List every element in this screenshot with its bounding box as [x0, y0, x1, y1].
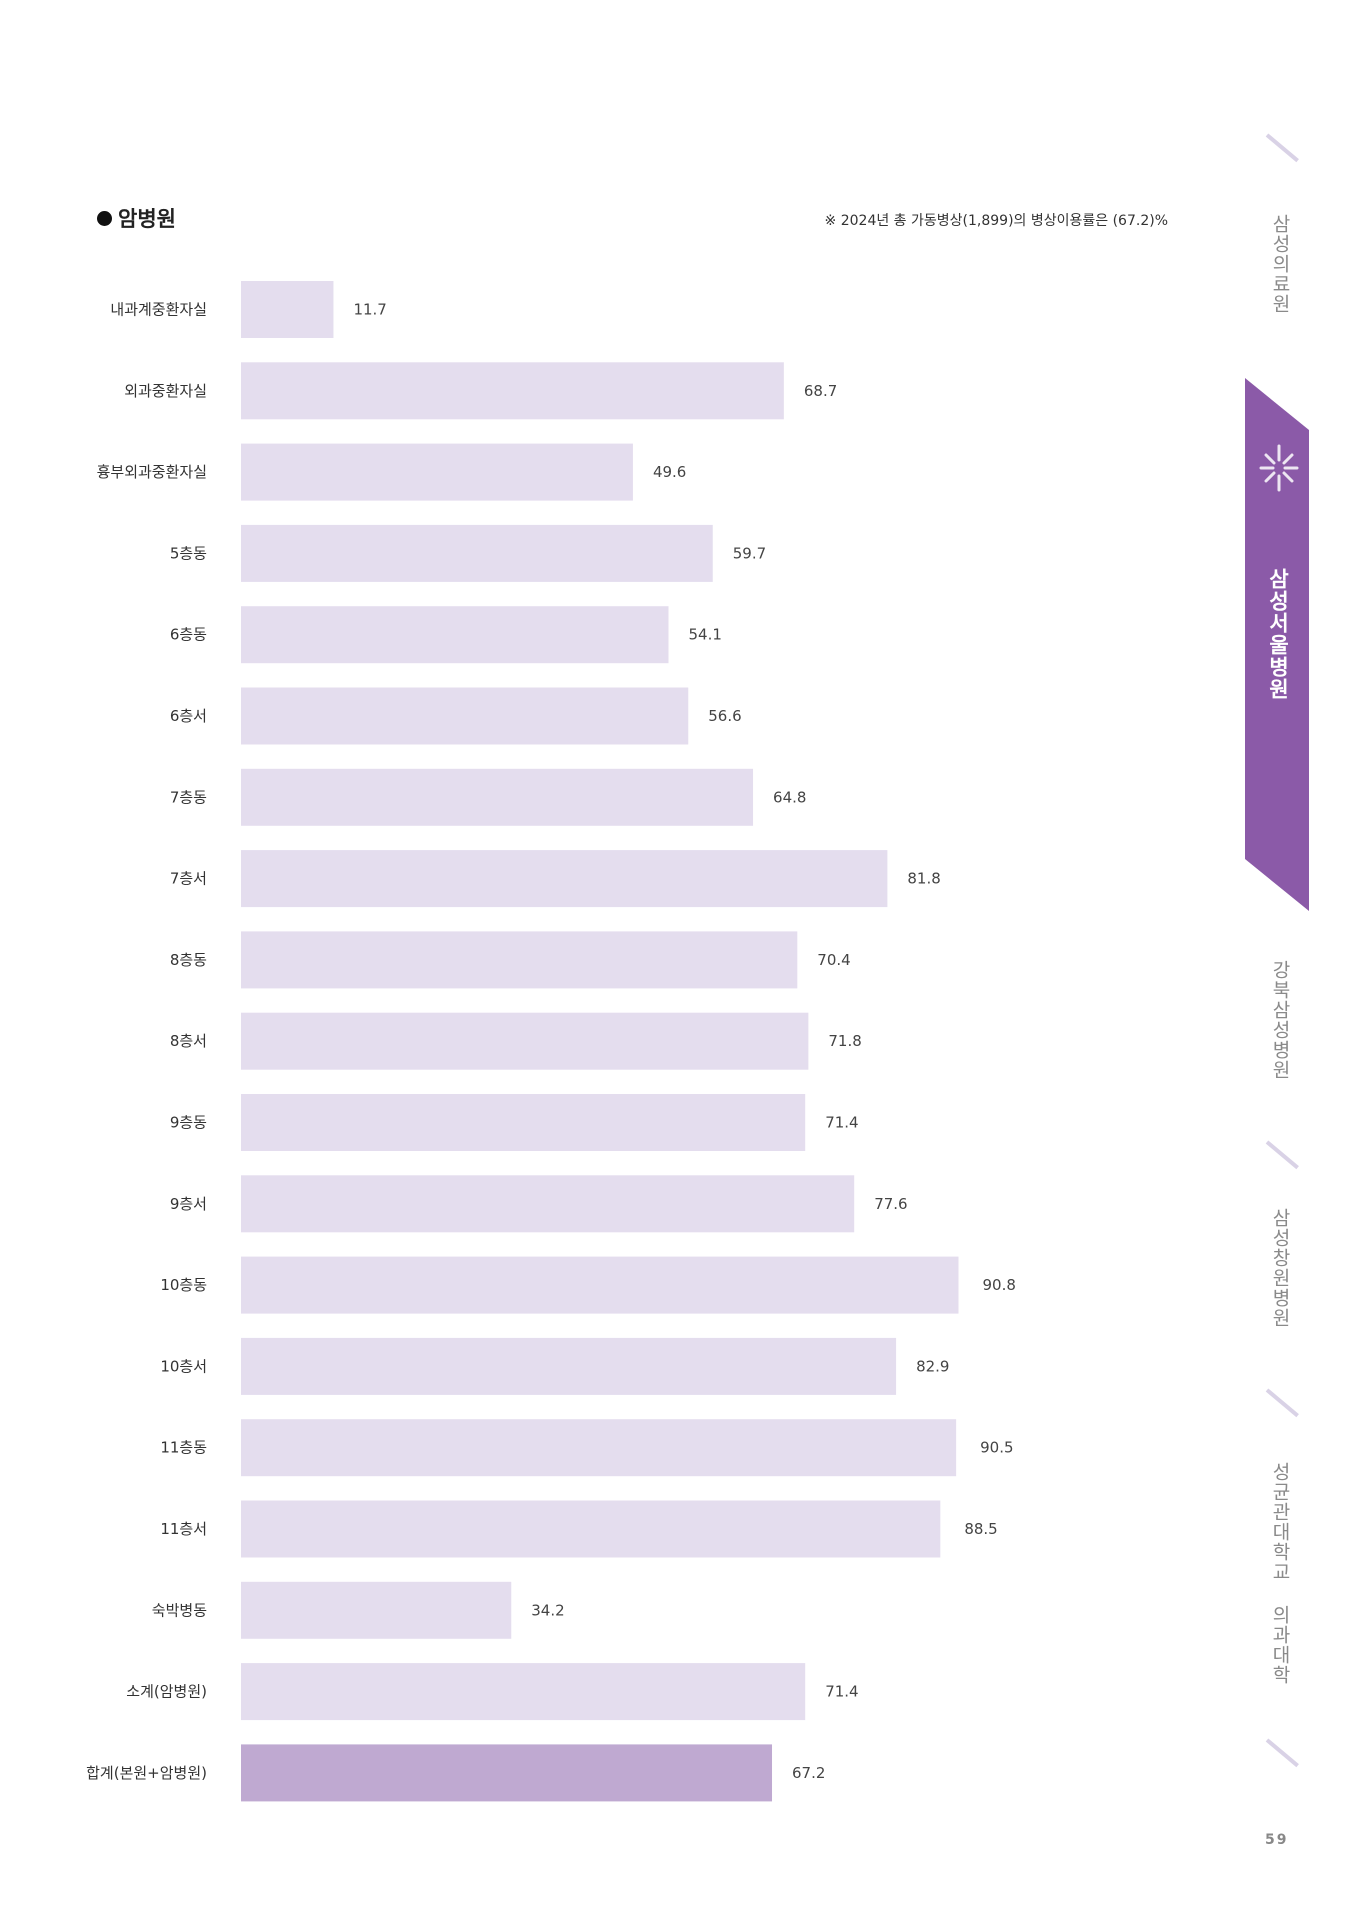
value-label: 90.5: [980, 1439, 1013, 1457]
side-nav-item-samsung-seoul-hospital[interactable]: 삼성서울병원: [1245, 378, 1309, 911]
value-label: 56.6: [708, 707, 741, 725]
category-label: 6층서: [170, 707, 207, 725]
side-nav-item-samsung-changwon[interactable]: 삼성창원병원: [1269, 1208, 1291, 1328]
divider-slash: [1265, 1738, 1299, 1768]
value-label: 11.7: [353, 301, 386, 319]
value-label: 67.2: [792, 1764, 825, 1782]
value-label: 71.8: [828, 1032, 861, 1050]
section-title: 암병원: [97, 203, 176, 233]
bar: [241, 1744, 773, 1802]
category-label: 7층동: [170, 788, 207, 806]
bar: [241, 687, 689, 745]
bar: [241, 281, 334, 338]
value-label: 77.6: [874, 1195, 907, 1213]
bar: [241, 931, 798, 989]
category-label: 합계(본원+암병원): [86, 1764, 207, 1782]
bar: [241, 1337, 897, 1395]
value-label: 88.5: [964, 1520, 997, 1538]
category-label: 내과계중환자실: [110, 301, 207, 319]
value-label: 70.4: [817, 951, 850, 969]
value-label: 71.4: [825, 1683, 858, 1701]
value-label: 90.8: [983, 1276, 1016, 1294]
bar: [241, 1094, 806, 1151]
category-label: 9층동: [170, 1114, 207, 1132]
side-nav-item-skku-medicine[interactable]: 성균관대학교 의과대학: [1269, 1462, 1291, 1685]
category-label: 8층서: [170, 1032, 207, 1050]
category-label: 11층서: [160, 1520, 207, 1538]
bar: [241, 1663, 806, 1721]
bar: [241, 1175, 855, 1233]
bar: [241, 1581, 512, 1639]
category-label: 10층동: [160, 1276, 207, 1294]
bar: [241, 768, 754, 826]
category-label: 소계(암병원): [126, 1683, 207, 1701]
section-title-text: 암병원: [118, 207, 176, 231]
bar-chart: 내과계중환자실 11.7 외과중환자실 68.7 흉부외과중환자실 49.6 5층동 59.7…: [86, 281, 1016, 1802]
category-label: 9층서: [170, 1195, 207, 1213]
bar: [241, 1012, 809, 1070]
divider-slash: [1265, 1140, 1299, 1170]
bar: [241, 1256, 959, 1314]
sparkle-icon: [1257, 438, 1301, 498]
bar: [241, 443, 633, 501]
category-label: 흉부외과중환자실: [97, 463, 207, 481]
side-nav-active-label: 삼성서울병원: [1266, 568, 1290, 700]
bullet-icon: [97, 210, 112, 226]
bar: [241, 524, 713, 582]
bar: [241, 362, 784, 420]
category-label: 10층서: [160, 1357, 207, 1375]
divider-slash: [1265, 133, 1299, 163]
category-label: 외과중환자실: [124, 382, 207, 400]
value-label: 82.9: [916, 1357, 949, 1375]
bar: [241, 850, 888, 908]
category-label: 8층동: [170, 951, 207, 969]
bar: [241, 1500, 941, 1558]
category-label: 5층동: [170, 544, 207, 562]
category-label: 7층서: [170, 870, 207, 888]
category-label: 6층동: [170, 626, 207, 644]
value-label: 54.1: [688, 626, 721, 644]
value-label: 34.2: [531, 1601, 564, 1619]
category-label: 숙박병동: [152, 1601, 207, 1619]
value-label: 81.8: [907, 870, 940, 888]
divider-slash: [1265, 1388, 1299, 1418]
value-label: 49.6: [653, 463, 686, 481]
occupancy-note: ※ 2024년 총 가동병상(1,899)의 병상이용률은 (67.2)%: [824, 213, 1168, 229]
bar: [241, 606, 669, 664]
side-nav-item-samsung-medical-center[interactable]: 삼성의료원: [1269, 214, 1291, 314]
value-label: 64.8: [773, 788, 806, 806]
value-label: 71.4: [825, 1114, 858, 1132]
bar: [241, 1419, 957, 1477]
value-label: 68.7: [804, 382, 837, 400]
side-nav-item-kangbuk-samsung[interactable]: 강북삼성병원: [1269, 960, 1291, 1080]
category-label: 11층동: [160, 1439, 207, 1457]
page-number: 59: [1265, 1832, 1289, 1848]
value-label: 59.7: [733, 544, 766, 562]
